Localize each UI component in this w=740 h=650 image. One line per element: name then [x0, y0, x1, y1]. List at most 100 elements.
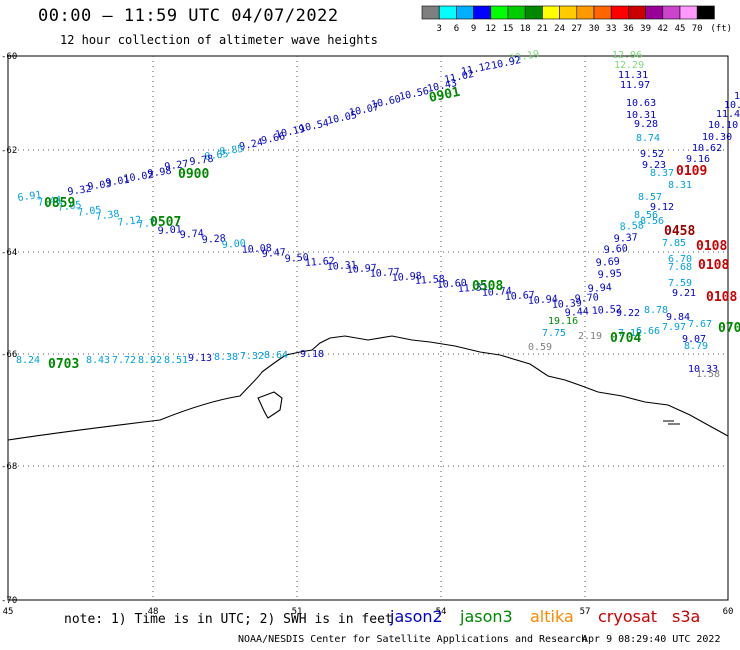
wave-height-value: 8.79	[684, 341, 708, 352]
wave-height-value: 7.12	[117, 215, 142, 229]
wave-height-value: 7.7	[137, 218, 156, 231]
map-frame	[7, 55, 729, 601]
latitude-label: -66	[1, 350, 17, 360]
pass-time-labels: 0901090008590507050807030704010904580108…	[44, 85, 740, 372]
wave-height-value: 8.78	[644, 305, 668, 316]
wave-height-value: 12.96	[612, 50, 642, 61]
wave-height-value: 10.31	[626, 110, 656, 121]
wave-height-value: 9.27	[164, 159, 189, 173]
wave-height-value: 10.08	[241, 243, 272, 256]
wave-height-value: 10.98	[391, 271, 422, 284]
wave-height-value: 9.32	[67, 184, 92, 198]
latitude-label: -64	[1, 248, 17, 258]
legend-swatch	[473, 5, 492, 20]
wave-height-value: 9.60	[603, 243, 628, 256]
footer-timestamp: Apr 9 08:29:40 UTC 2022	[582, 634, 721, 645]
wave-height-value: 8.51	[164, 355, 188, 366]
pass-time-label: 0108	[696, 239, 727, 254]
wave-height-value: 9.00	[221, 238, 246, 251]
wave-height-values: 13.1910.9211.1211.0210.4310.5610.6010.07…	[16, 49, 740, 380]
wave-height-value: 11.97	[620, 80, 650, 91]
longitude-label: 54	[436, 607, 447, 617]
wave-height-value: 11.62	[304, 256, 335, 269]
wave-height-value: 8.43	[86, 355, 110, 366]
wave-height-value: 9.47	[261, 247, 286, 260]
pass-time-label: 0458	[664, 224, 695, 239]
wave-height-value: 9.01	[105, 175, 130, 189]
wave-height-value: 10.77	[369, 267, 400, 280]
wave-height-value: 12.29	[614, 60, 644, 71]
latitude-label: -68	[1, 462, 17, 472]
wave-height-value: 8.65	[204, 149, 229, 163]
wave-height-value: 8.24	[16, 355, 40, 366]
longitude-label: 45	[3, 607, 14, 617]
legend-swatch	[421, 5, 440, 20]
wave-height-value: 9.74	[179, 228, 204, 241]
wave-height-value: 7.05	[77, 205, 102, 219]
legend-swatch	[610, 5, 629, 20]
wave-height-value: 9.07	[682, 334, 706, 345]
pass-time-label: 0508	[472, 279, 503, 294]
pass-time-label: 0859	[44, 196, 75, 211]
color-legend-bar	[421, 5, 715, 20]
legend-swatch	[645, 5, 664, 20]
legend-swatch	[524, 5, 543, 20]
wave-height-value: 8.56	[640, 216, 664, 227]
wave-height-value: 8.37	[650, 168, 674, 179]
wave-height-value: 10.30	[702, 132, 732, 143]
legend-swatch	[559, 5, 578, 20]
wave-height-value: 7.75	[542, 328, 566, 339]
wave-height-value: 10.63	[626, 98, 656, 109]
wave-height-value: 9.24	[238, 137, 264, 153]
wave-height-value: 9.13	[188, 353, 212, 364]
wave-height-value: 9.70	[574, 292, 599, 305]
wave-height-value: 0.59	[528, 342, 552, 353]
legend-s3a: s3a	[672, 607, 701, 626]
wave-height-value: 9.78	[189, 154, 214, 168]
latitude-label: -60	[1, 52, 17, 62]
wave-height-value: 11.58	[414, 274, 445, 287]
legend-swatch	[438, 5, 457, 20]
wave-height-value: 10.94	[527, 294, 558, 307]
legend-jason2: jason2	[390, 607, 443, 626]
wave-height-value: 1	[734, 91, 740, 102]
pass-time-label: 0108	[698, 258, 729, 273]
wave-height-value: 10.10	[708, 120, 738, 131]
wave-height-value: 10.	[724, 100, 740, 111]
wave-height-value: 9.37	[613, 232, 638, 245]
wave-height-value: 7.72	[112, 355, 136, 366]
legend-tick-label: 45	[675, 24, 686, 34]
wave-height-value: 7.67	[688, 319, 712, 330]
legend-swatch	[696, 5, 715, 20]
wave-height-value: 9.22	[616, 308, 640, 319]
legend-tick-label: 70	[692, 24, 703, 34]
wave-height-value: 7.38	[95, 209, 120, 223]
wave-height-value: 9.94	[587, 282, 612, 295]
wave-height-value: 7.85	[662, 238, 686, 249]
wave-height-value: 6.70	[668, 254, 692, 265]
wave-height-value: 7.59	[668, 278, 692, 289]
color-legend-labels: 3 6 9 12 15 18 21 24 27 30 33 36 39 42 45 70 (ft)	[436, 24, 732, 34]
legend-swatch	[542, 5, 560, 20]
legend-tick-label: 30	[589, 24, 600, 34]
legend-swatch	[490, 5, 509, 20]
wave-height-value: 9.98	[147, 166, 172, 180]
wave-height-value: 10.62	[692, 143, 722, 154]
wave-height-value: 9.84	[666, 312, 690, 323]
wave-height-value: 10.39	[551, 298, 582, 311]
wave-height-value: 10.56	[398, 86, 430, 103]
legend-cryosat: cryosat	[598, 607, 658, 626]
wave-height-value: 7.32	[240, 351, 264, 362]
wave-height-value: 7.68	[668, 262, 692, 273]
wave-height-value: 8.56	[634, 210, 658, 221]
longitude-label: 60	[723, 607, 734, 617]
longitude-label: 57	[580, 607, 591, 617]
wave-height-value: 8.38	[214, 352, 238, 363]
wave-height-value: 11.31	[618, 70, 648, 81]
legend-swatch	[679, 5, 698, 20]
legend-tick-label: 27	[571, 24, 582, 34]
wave-height-value: 9.21	[672, 288, 696, 299]
wave-height-value: 9.28	[201, 233, 226, 246]
